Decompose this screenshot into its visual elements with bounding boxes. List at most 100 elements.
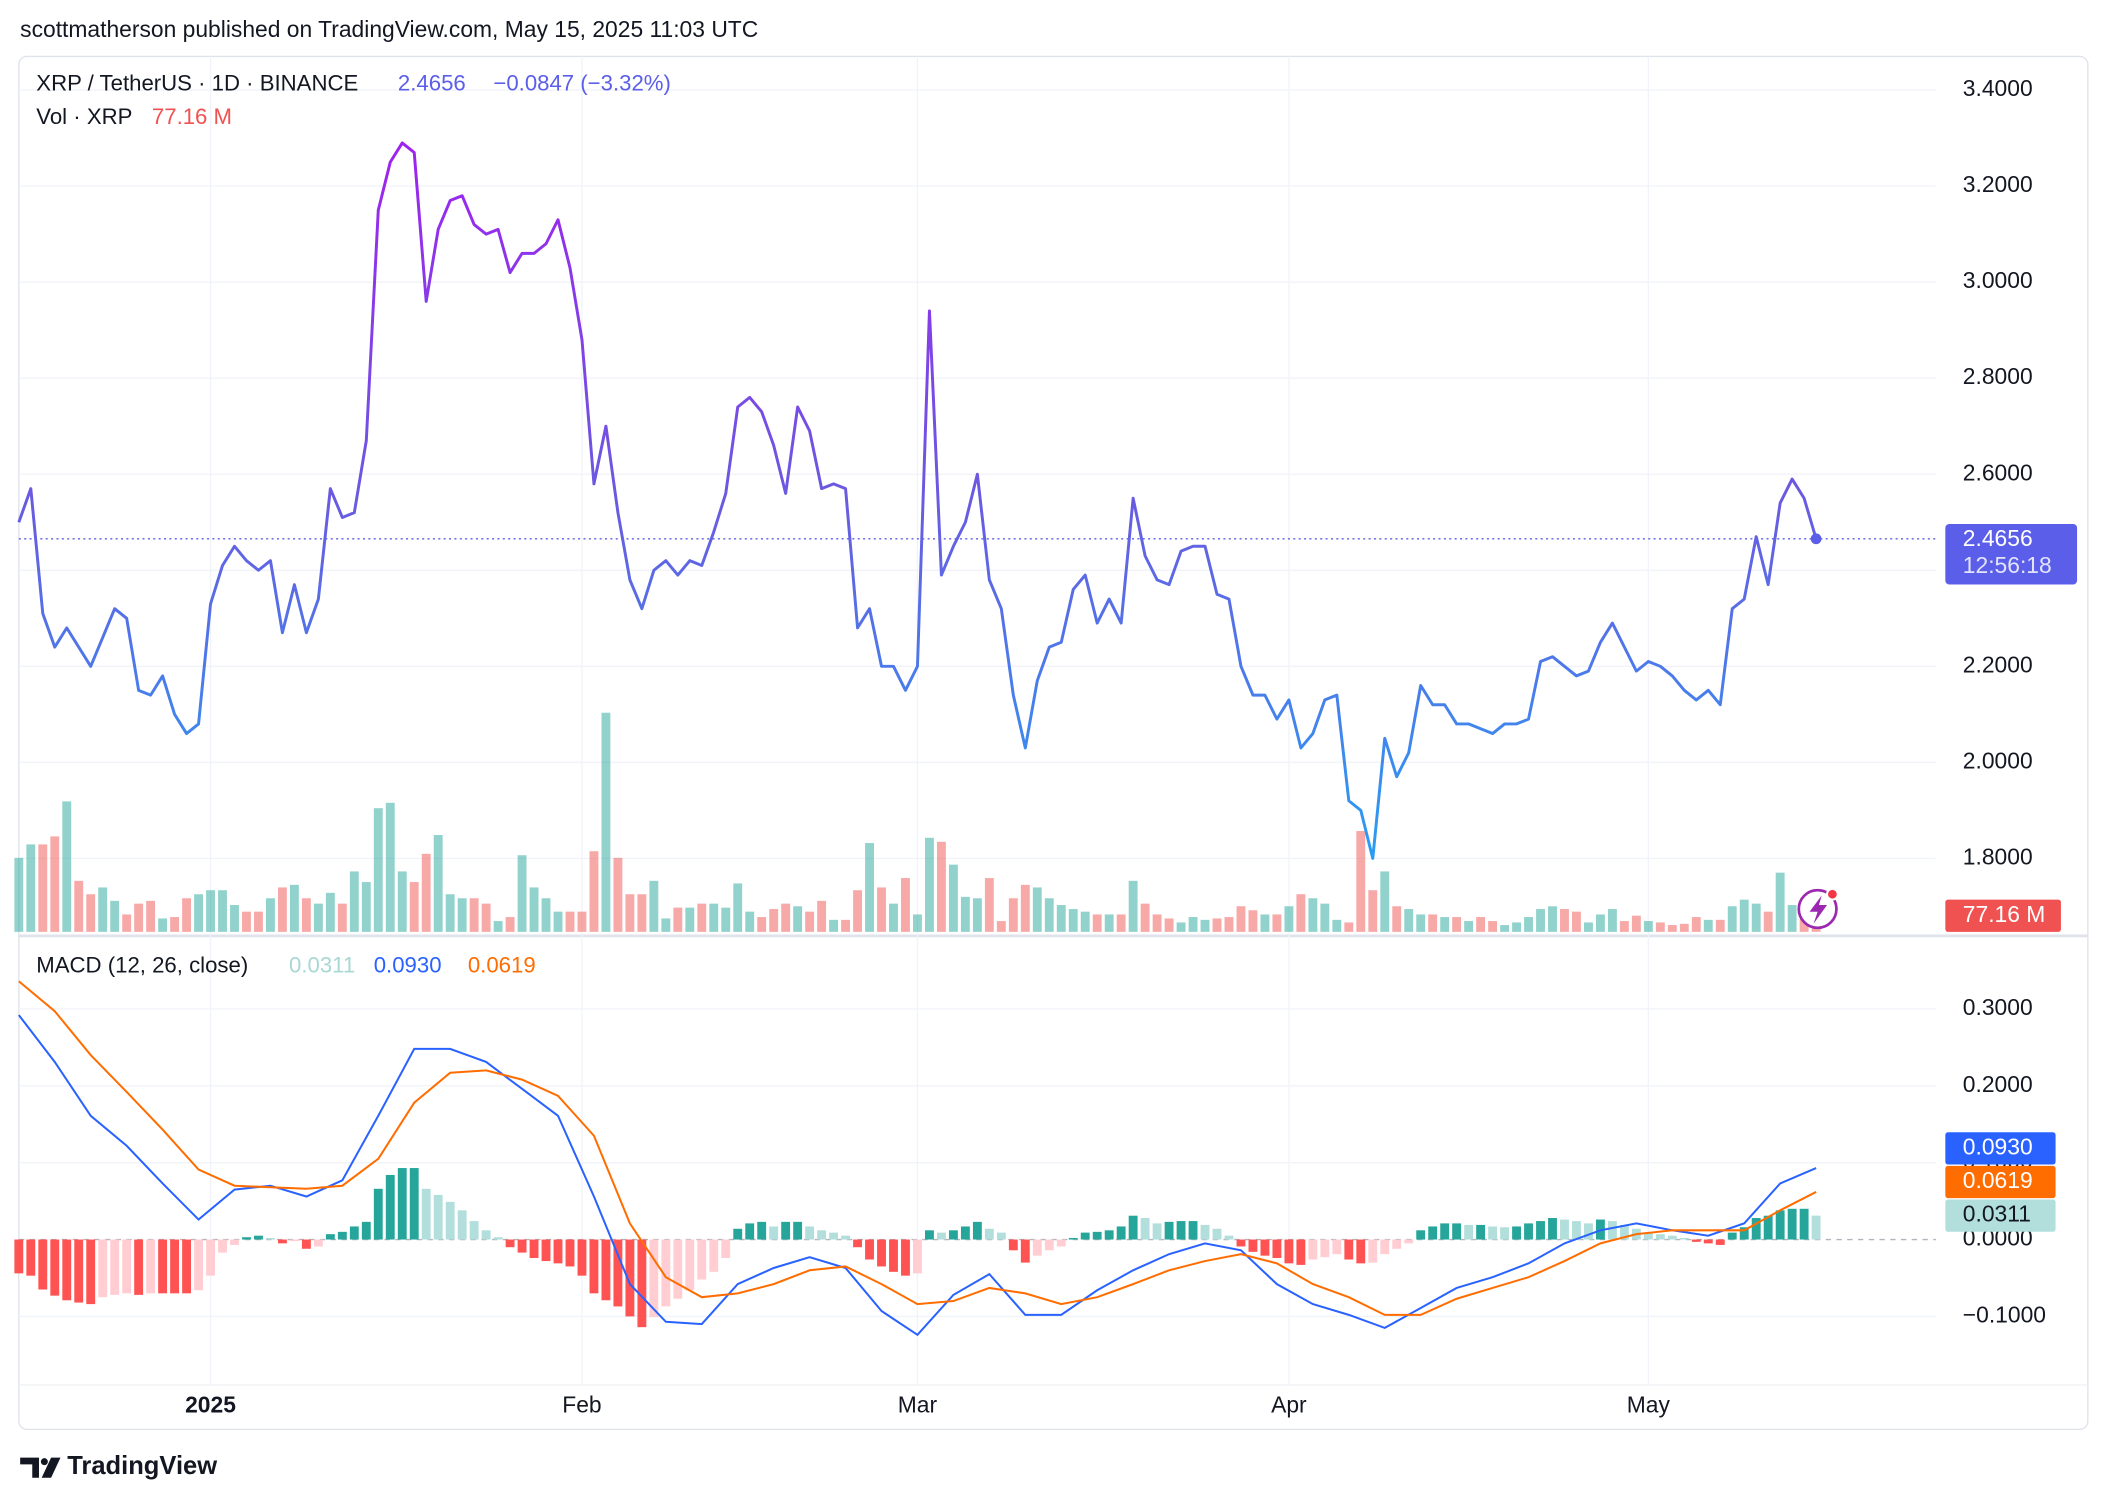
- volume-bar: [1512, 922, 1521, 932]
- macd-histogram-bar: [877, 1239, 886, 1267]
- macd-histogram-bar: [948, 1230, 958, 1240]
- volume-bar: [685, 907, 695, 932]
- volume-bar: [122, 914, 132, 932]
- macd-histogram-bar: [457, 1210, 467, 1240]
- macd-histogram-bar: [493, 1237, 503, 1240]
- macd-histogram-bar: [1236, 1239, 1246, 1247]
- macd-histogram-bar: [74, 1239, 84, 1303]
- signal-line-last: 0.0619: [468, 953, 536, 978]
- x-tick-label: Mar: [898, 1392, 938, 1418]
- volume-bar: [1068, 909, 1078, 932]
- volume-bar: [1643, 921, 1653, 932]
- y-tick-label: −0.1000: [1963, 1301, 2046, 1327]
- volume-bar: [1584, 922, 1593, 932]
- macd-histogram-bar: [1691, 1239, 1701, 1242]
- macd-histogram-bar: [1152, 1223, 1162, 1240]
- macd-histogram-bar: [469, 1221, 479, 1240]
- macd-histogram-bar: [1464, 1224, 1474, 1240]
- volume-bar: [301, 898, 311, 932]
- volume-bar: [1691, 917, 1701, 932]
- volume-bar: [493, 921, 503, 932]
- volume-bar: [313, 903, 323, 932]
- macd-histogram-bar: [1068, 1237, 1078, 1240]
- volume-tag-label: 77.16 M: [1963, 901, 2046, 927]
- volume-bar: [469, 898, 479, 932]
- volume-bar: [1200, 919, 1210, 932]
- macd-histogram-bar: [1176, 1221, 1186, 1240]
- macd-histogram-bar: [325, 1234, 335, 1240]
- volume-bar: [1008, 898, 1018, 932]
- volume-bar: [1428, 914, 1438, 932]
- macd-histogram-bar: [517, 1239, 527, 1253]
- volume-bar: [110, 900, 120, 932]
- macd-histogram-bar: [1476, 1224, 1486, 1240]
- macd-histogram-bar: [62, 1239, 72, 1301]
- volume-bar: [984, 878, 994, 932]
- volume-bar: [649, 880, 659, 932]
- macd-histogram-bar: [1667, 1235, 1677, 1240]
- signal-tag-label: 0.0619: [1963, 1167, 2033, 1193]
- volume-bar: [505, 917, 515, 932]
- volume-bar: [1104, 914, 1114, 932]
- macd-hist-last: 0.0311: [289, 953, 355, 978]
- volume-bar: [1464, 921, 1474, 932]
- volume-bar: [1607, 909, 1617, 932]
- volume-bar: [421, 853, 431, 932]
- macd-histogram-bar: [146, 1239, 156, 1294]
- macd-histogram-bar: [481, 1230, 491, 1240]
- macd-histogram-bar: [1811, 1215, 1821, 1240]
- macd-histogram-bar: [289, 1239, 299, 1242]
- macd-histogram-bar: [709, 1239, 719, 1272]
- volume-bar: [289, 884, 299, 932]
- macd-histogram-bar: [1044, 1239, 1054, 1251]
- volume-bar: [1404, 909, 1414, 932]
- plot-layer: 2025FebMarAprMay1.80002.00002.20002.4000…: [14, 56, 2078, 1418]
- macd-histogram-bar: [1416, 1230, 1426, 1240]
- macd-histogram-bar: [1260, 1239, 1270, 1256]
- macd-histogram-bar: [421, 1188, 431, 1240]
- macd-histogram-bar: [1128, 1215, 1138, 1240]
- macd-histogram-bar: [1715, 1239, 1725, 1245]
- macd-histogram-bar: [1356, 1239, 1366, 1264]
- macd-histogram-bar: [565, 1239, 575, 1267]
- volume-bar: [230, 905, 239, 932]
- volume-bar: [841, 919, 851, 932]
- macd-histogram-bar: [1739, 1227, 1749, 1240]
- volume-bar: [793, 906, 803, 932]
- macd-histogram-bar: [577, 1239, 587, 1276]
- last-price-dot: [1810, 533, 1822, 545]
- volume-bar: [1739, 899, 1749, 932]
- macd-histogram-bar: [277, 1239, 287, 1244]
- macd-histogram-bar: [829, 1232, 839, 1240]
- volume-bar: [1799, 918, 1809, 932]
- macd-histogram-bar: [1643, 1232, 1653, 1240]
- price-change: −0.0847 (−3.32%): [493, 71, 670, 96]
- volume-bar: [637, 894, 647, 932]
- volume-title: Vol · XRP: [36, 104, 132, 129]
- volume-bar: [1715, 919, 1725, 932]
- volume-bar: [697, 903, 707, 932]
- volume-bar: [1080, 911, 1090, 932]
- x-tick-label: 2025: [185, 1392, 236, 1418]
- macd-histogram-bar: [865, 1239, 874, 1260]
- macd-histogram-bar: [853, 1239, 862, 1248]
- macd-histogram-bar: [1727, 1232, 1737, 1240]
- volume-bar: [1619, 921, 1629, 932]
- macd-histogram-bar: [301, 1239, 311, 1249]
- symbol-title: XRP / TetherUS · 1D · BINANCE: [36, 71, 358, 96]
- price-line: [17, 141, 1818, 860]
- volume-bar: [194, 894, 203, 932]
- volume-bar: [1667, 925, 1677, 932]
- macd-histogram-bar: [1404, 1239, 1414, 1244]
- alert-icon[interactable]: [1797, 887, 1839, 930]
- x-tick-label: Feb: [562, 1392, 601, 1418]
- macd-histogram-bar: [242, 1237, 251, 1240]
- macd-histogram-bar: [98, 1239, 108, 1298]
- volume-bar: [1751, 903, 1761, 932]
- volume-bar: [829, 919, 839, 932]
- macd-histogram-bar: [805, 1226, 815, 1240]
- volume-bar: [517, 855, 527, 932]
- macd-histogram-bar: [1440, 1223, 1450, 1240]
- volume-bar: [1727, 906, 1737, 932]
- volume-bar: [865, 843, 874, 932]
